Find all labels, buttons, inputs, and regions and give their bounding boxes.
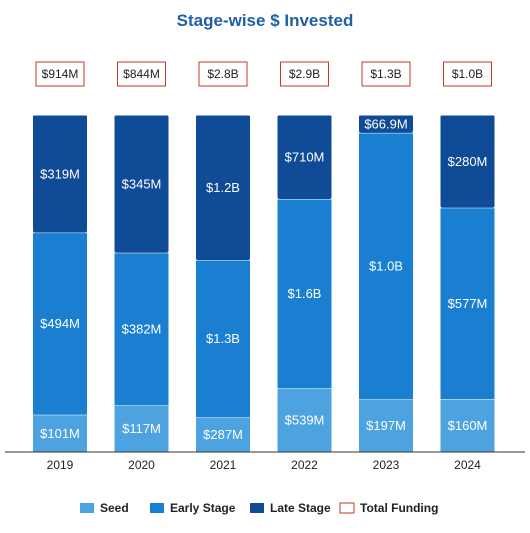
segment-label: $66.9M: [364, 116, 407, 131]
total-funding-label: $2.9B: [289, 67, 320, 81]
legend-swatch-early-stage: [150, 503, 164, 513]
bar-segment-2023-early-stage: [359, 132, 413, 400]
bar-segment-2023-late-stage: [359, 115, 413, 133]
segment-label: $280M: [448, 154, 488, 169]
bar-segment-2022-seed: [277, 388, 332, 452]
segment-label: $382M: [122, 322, 162, 337]
x-tick-label: 2023: [373, 458, 400, 472]
bar-segment-2020-early-stage: [114, 252, 169, 406]
x-tick-label: 2022: [291, 458, 318, 472]
segment-label: $117M: [122, 421, 161, 436]
segment-label: $710M: [285, 149, 325, 164]
bar-segment-2019-late-stage: [33, 115, 87, 233]
chart-title: Stage-wise $ Invested: [177, 11, 354, 30]
total-funding-box: [361, 61, 411, 87]
segment-label: $494M: [40, 316, 80, 331]
x-tick-label: 2024: [454, 458, 481, 472]
bar-segment-2024-early-stage: [440, 207, 495, 399]
segment-label: $287M: [203, 427, 243, 442]
legend: Seed Early Stage Late Stage Total Funding: [80, 501, 438, 515]
total-funding-label: $914M: [42, 67, 79, 81]
total-funding-box: [443, 61, 492, 87]
x-tick-labels: 2019 2020 2021 2022 2023 2024: [47, 458, 482, 472]
total-funding-box: [198, 61, 248, 87]
total-funding-label: $844M: [123, 67, 160, 81]
bar-segment-2020-seed: [114, 405, 169, 452]
segment-label: $345M: [122, 176, 162, 191]
bar-segment-2022-late-stage: [277, 115, 332, 199]
segment-label: $197M: [366, 418, 406, 433]
segment-label: $539M: [285, 413, 325, 428]
legend-label: Total Funding: [360, 501, 438, 515]
total-funding-box: [280, 61, 329, 87]
legend-label: Early Stage: [170, 501, 236, 515]
legend-swatch-late-stage: [250, 503, 264, 513]
bar-segment-2022-early-stage: [277, 198, 332, 389]
legend-swatch-total-funding: [339, 502, 355, 514]
bar-segment-2021-early-stage: [196, 260, 250, 418]
segment-label: $1.0B: [369, 259, 403, 274]
x-tick-label: 2019: [47, 458, 74, 472]
bar-segment-2019-seed: [33, 414, 87, 452]
bar-segment-2021-seed: [196, 417, 250, 452]
bar-segment-2021-late-stage: [196, 115, 250, 261]
segment-label: $319M: [40, 166, 80, 181]
segment-label: $101M: [40, 426, 80, 441]
bar-segment-2024-seed: [440, 398, 495, 452]
bars: $101M $494M $319M $117M $382M $345M $287M $1.3B…: [33, 114, 495, 452]
bar-segment-2023-seed: [359, 399, 413, 452]
total-funding-label: $1.0B: [452, 67, 483, 81]
bar-segment-2020-late-stage: [114, 115, 169, 253]
segment-label: $1.2B: [206, 180, 240, 195]
bar-segment-2019-early-stage: [33, 232, 87, 415]
segment-label: $1.6B: [288, 286, 322, 301]
segment-label: $160M: [448, 418, 488, 433]
total-funding-label: $2.8B: [207, 67, 238, 81]
x-tick-label: 2020: [128, 458, 155, 472]
segment-label: $577M: [448, 296, 488, 311]
legend-label: Late Stage: [270, 501, 331, 515]
total-funding-labels: $914M $844M $2.8B $2.9B $1.3B $1.0B: [35, 61, 492, 87]
legend-swatch-seed: [80, 503, 94, 513]
segment-label: $1.3B: [206, 331, 240, 346]
total-funding-label: $1.3B: [370, 67, 401, 81]
bar-segment-2024-late-stage: [440, 115, 495, 208]
total-funding-box: [117, 61, 166, 87]
legend-label: Seed: [100, 501, 129, 515]
x-tick-label: 2021: [210, 458, 237, 472]
total-funding-box: [35, 61, 85, 87]
